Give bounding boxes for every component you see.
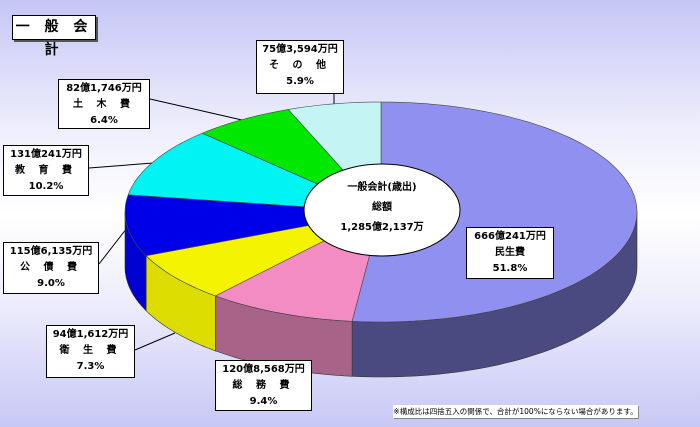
label-amount: 666億241万円 [474, 231, 546, 242]
label-amount: 75億3,594万円 [262, 44, 338, 55]
label-category: 衛 生 費 [59, 345, 122, 356]
label-percent: 9.0% [37, 278, 65, 289]
label-percent: 5.9% [286, 76, 314, 87]
leader-line [88, 162, 154, 169]
center-label: 一般会計(歳出) 総額 1,285億2,137万 [310, 178, 454, 238]
label-percent: 10.2% [28, 181, 64, 192]
label-sonota: 75億3,594万円 そ の 他 5.9% [256, 40, 344, 94]
label-amount: 131億241万円 [10, 149, 82, 160]
footnote: ※構成比は四捨五入の関係で、合計が100%にならない場合があります。 [393, 405, 638, 418]
pie-slice-0 [351, 101, 638, 323]
label-category: 民生費 [495, 247, 525, 258]
label-percent: 7.3% [76, 361, 105, 372]
center-label-title: 一般会計(歳出) [347, 182, 417, 193]
label-kyoiku: 131億241万円 教 育 費 10.2% [3, 145, 89, 196]
label-kosai: 115億6,135万円 公 債 費 9.0% [3, 242, 99, 294]
label-percent: 51.8% [492, 263, 528, 274]
center-hole [303, 163, 461, 257]
leader-line [134, 332, 176, 351]
label-category: 教 育 費 [15, 165, 77, 176]
leader-line [98, 227, 128, 265]
label-amount: 120億8,568万円 [222, 364, 305, 375]
label-amount: 82億1,746万円 [66, 83, 142, 94]
label-minsei: 666億241万円 民生費 51.8% [466, 227, 554, 279]
center-label-total: 1,285億2,137万 [340, 222, 424, 233]
label-amount: 115億6,135万円 [9, 246, 93, 257]
label-percent: 9.4% [249, 396, 278, 407]
leader-line [149, 98, 243, 121]
label-doboku: 82億1,746万円 土 木 費 6.4% [58, 79, 150, 129]
label-category: 公 債 費 [20, 262, 82, 273]
label-somu: 120億8,568万円 総 務 費 9.4% [215, 360, 312, 411]
center-label-total-heading: 総額 [372, 202, 392, 213]
label-amount: 94億1,612万円 [52, 329, 129, 340]
chart-title: 一 般 会 計 [12, 15, 96, 58]
label-percent: 6.4% [90, 115, 118, 126]
label-category: 総 務 費 [232, 380, 295, 391]
label-eisei: 94億1,612万円 衛 生 費 7.3% [46, 325, 135, 378]
label-category: 土 木 費 [73, 99, 135, 110]
label-category: そ の 他 [269, 60, 331, 71]
